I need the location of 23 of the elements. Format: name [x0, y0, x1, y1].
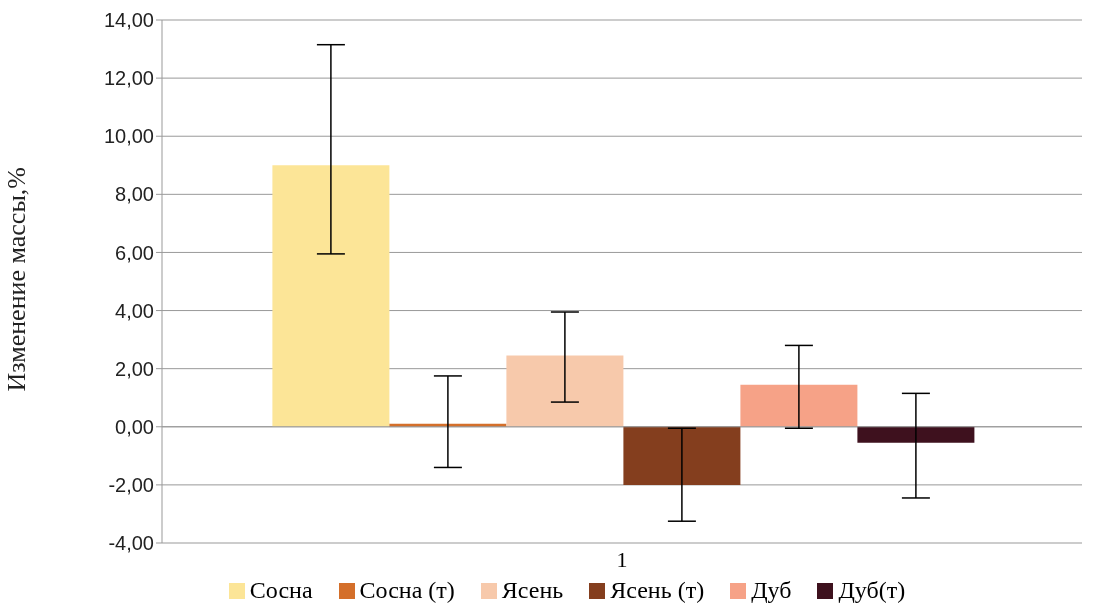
y-tick-label: 10,00 — [103, 125, 154, 148]
y-axis-title: Изменение массы,% — [2, 166, 32, 392]
legend-label: Сосна (т) — [358, 577, 455, 604]
legend-label: Дуб — [750, 577, 792, 604]
bar — [506, 355, 624, 427]
bar — [857, 426, 975, 443]
y-tick-label: 14,00 — [103, 9, 154, 32]
x-tick-label: 1 — [616, 546, 628, 572]
legend-label: Ясень — [500, 577, 564, 604]
bar — [740, 384, 858, 427]
y-tick-label: 0,00 — [115, 415, 154, 438]
bar — [272, 165, 390, 427]
legend-label: Сосна — [248, 577, 313, 604]
y-tick-label: 6,00 — [115, 241, 154, 264]
legend-label: Дуб(т) — [837, 577, 906, 604]
y-tick-label: -2,00 — [108, 473, 154, 496]
y-tick-label: 4,00 — [115, 299, 154, 322]
y-tick-label: 8,00 — [115, 183, 154, 206]
y-tick-label: 12,00 — [103, 67, 154, 90]
legend-label: Ясень (т) — [609, 577, 705, 604]
bar — [623, 426, 741, 485]
y-tick-label: 2,00 — [115, 357, 154, 380]
y-tick-label: -4,00 — [108, 532, 154, 555]
